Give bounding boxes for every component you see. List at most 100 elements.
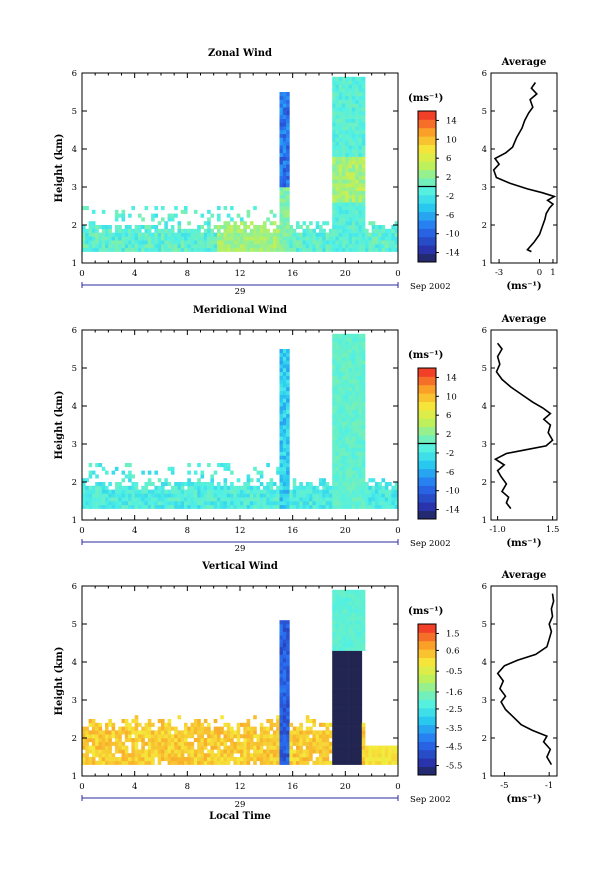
heatmap-cell: [361, 474, 366, 479]
heatmap-cell: [335, 436, 340, 441]
heatmap-cell: [114, 757, 119, 762]
heatmap-cell: [342, 183, 346, 188]
heatmap-cell: [282, 459, 287, 464]
heatmap-cell: [348, 107, 353, 112]
heatmap-cell: [358, 364, 363, 369]
heatmap-cell: [141, 217, 145, 222]
heatmap-cell: [345, 247, 349, 252]
heatmap-cell: [391, 497, 395, 502]
heatmap-cell: [174, 489, 178, 494]
heatmap-cell: [355, 130, 359, 135]
heatmap-cell: [345, 696, 349, 701]
heatmap-cell: [263, 734, 267, 739]
heatmap-cell: [375, 244, 379, 249]
heatmap-cell: [325, 726, 330, 731]
heatmap-cell: [351, 722, 356, 727]
heatmap-cell: [325, 485, 330, 490]
heatmap-cell: [338, 228, 343, 233]
heatmap-cell: [177, 482, 182, 487]
heatmap-cell: [213, 753, 218, 758]
heatmap-cell: [180, 247, 185, 252]
heatmap-cell: [180, 493, 185, 498]
heatmap-cell: [272, 504, 277, 509]
heatmap-cell: [243, 236, 247, 241]
heatmap-cell: [210, 497, 214, 502]
heatmap-cell: [286, 406, 290, 411]
colorbar-tick-label: -10: [446, 487, 460, 497]
heatmap-cell: [305, 482, 310, 487]
heatmap-cell: [128, 232, 132, 237]
heatmap-cell: [151, 757, 155, 762]
heatmap-cell: [279, 497, 284, 502]
heatmap-cell: [351, 398, 356, 403]
heatmap-cell: [286, 379, 290, 384]
heatmap-cell: [111, 734, 116, 739]
heatmap-cell: [305, 485, 310, 490]
heatmap-cell: [197, 497, 201, 502]
heatmap-cell: [351, 80, 356, 85]
heatmap-cell: [246, 474, 251, 479]
heatmap-cell: [355, 417, 359, 422]
heatmap-cell: [358, 669, 363, 674]
heatmap-cell: [355, 639, 359, 644]
heatmap-cell: [335, 379, 340, 384]
heatmap-cell: [332, 168, 336, 173]
heatmap-cell: [114, 734, 119, 739]
heatmap-cell: [128, 244, 132, 249]
heatmap-cell: [335, 341, 340, 346]
heatmap-cell: [243, 745, 247, 750]
heatmap-cell: [98, 741, 103, 746]
heatmap-cell: [286, 658, 290, 663]
heatmap-cell: [282, 425, 287, 430]
heatmap-cell: [200, 485, 205, 490]
heatmap-cell: [282, 360, 287, 365]
heatmap-cell: [358, 757, 363, 762]
heatmap-cell: [286, 356, 290, 361]
heatmap-cell: [309, 501, 313, 506]
colorbar-segment: [418, 435, 436, 444]
heatmap-cell: [207, 232, 211, 237]
heatmap-cell: [332, 466, 336, 471]
heatmap-cell: [246, 745, 251, 750]
heatmap-cell: [358, 341, 363, 346]
heatmap-cell: [332, 455, 336, 460]
heatmap-cell: [177, 232, 182, 237]
heatmap-cell: [332, 360, 336, 365]
heatmap-cell: [391, 228, 395, 233]
heatmap-cell: [358, 145, 363, 150]
heatmap-cell: [240, 247, 244, 252]
heatmap-cell: [108, 741, 112, 746]
heatmap-cell: [154, 745, 158, 750]
heatmap-cell: [342, 489, 346, 494]
heatmap-cell: [332, 141, 336, 146]
heatmap-cell: [338, 684, 343, 689]
heatmap-cell: [151, 240, 155, 245]
heatmap-cell: [220, 715, 224, 720]
heatmap-cell: [230, 730, 234, 735]
heatmap-cell: [338, 133, 343, 138]
heatmap-cell: [138, 213, 142, 218]
heatmap-cell: [286, 206, 290, 211]
heatmap-cell: [282, 722, 287, 727]
heatmap-cell: [302, 738, 307, 743]
colorbar-segment: [418, 393, 436, 402]
heatmap-cell: [332, 436, 336, 441]
heatmap-cell: [322, 757, 326, 762]
heatmap-cell: [338, 734, 343, 739]
heatmap-cell: [121, 493, 126, 498]
heatmap-cell: [342, 738, 346, 743]
heatmap-cell: [243, 485, 247, 490]
heatmap-cell: [361, 114, 366, 119]
heatmap-cell: [197, 501, 201, 506]
heatmap-cell: [289, 734, 293, 739]
heatmap-cell: [177, 240, 182, 245]
heatmap-cell: [335, 428, 340, 433]
heatmap-cell: [358, 232, 363, 237]
heatmap-cell: [322, 485, 326, 490]
heatmap-cell: [371, 497, 376, 502]
heatmap-cell: [279, 436, 284, 441]
heatmap-cell: [315, 760, 320, 765]
heatmap-cell: [351, 753, 356, 758]
heatmap-cell: [345, 593, 349, 598]
heatmap-cell: [342, 175, 346, 180]
